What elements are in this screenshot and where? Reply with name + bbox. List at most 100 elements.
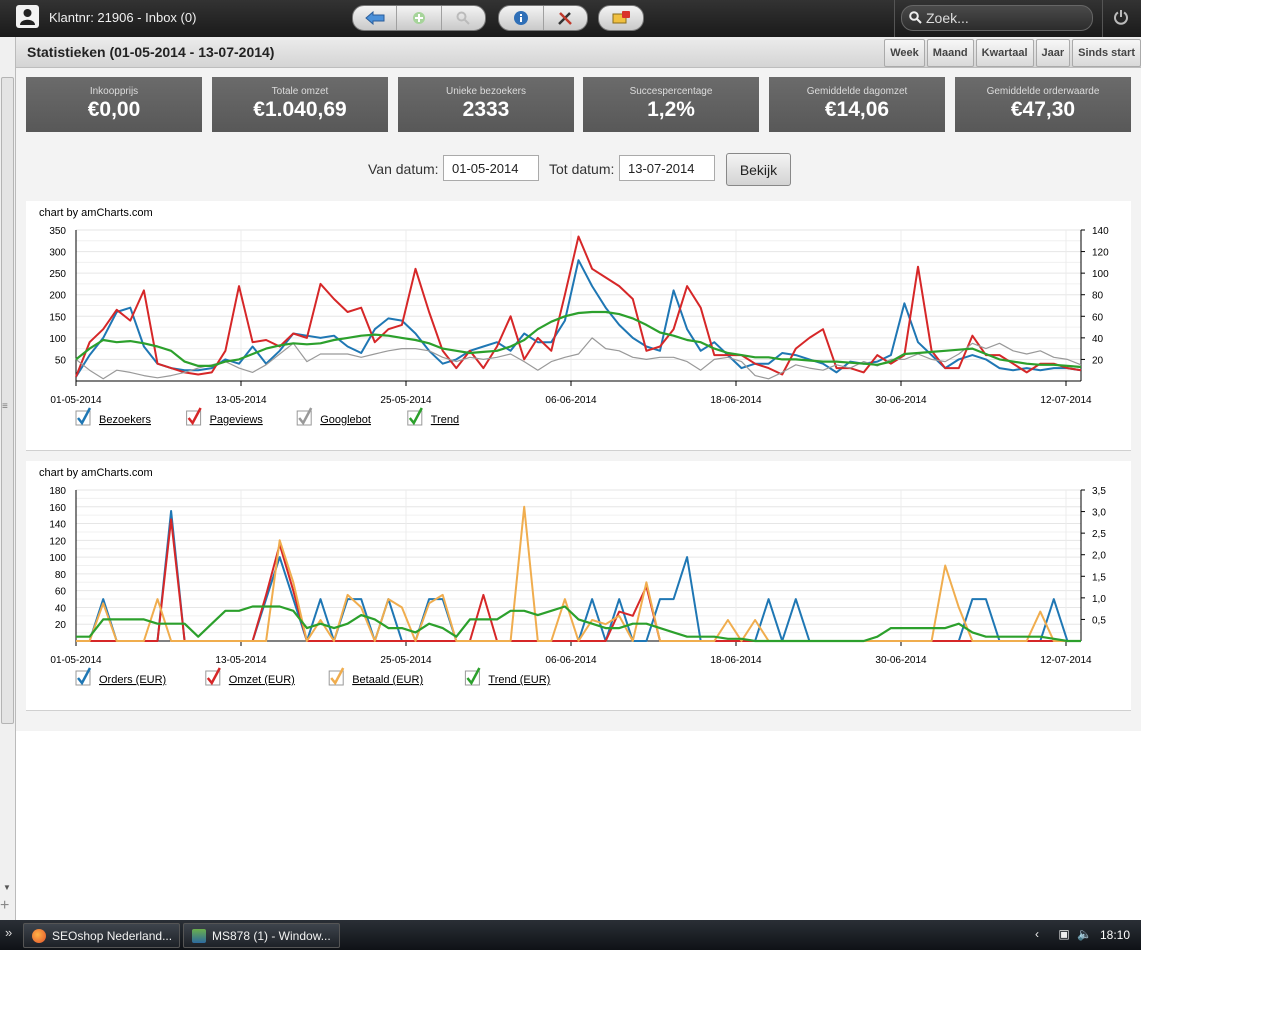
legend-item-pageviews[interactable]: Pageviews [186, 407, 264, 426]
y-left-tick-label: 20 [55, 620, 67, 631]
legend-label[interactable]: Betaald (EUR) [352, 674, 423, 686]
y-right-tick-label: 2,5 [1092, 529, 1106, 540]
checkmark-icon [408, 407, 423, 426]
legend-label[interactable]: Orders (EUR) [99, 674, 166, 686]
x-tick-label: 06-06-2014 [545, 655, 597, 666]
power-button[interactable] [1113, 9, 1129, 30]
back-button[interactable] [353, 6, 398, 30]
navigation-toolbar [352, 5, 486, 31]
firefox-icon [32, 928, 46, 943]
stat-unique-visitors: Unieke bezoekers 2333 [398, 77, 574, 132]
scroll-down-icon[interactable]: ▼ [3, 883, 11, 892]
taskbar-item-label: SEOshop Nederland... [52, 928, 173, 943]
y-right-tick-label: 3,5 [1092, 486, 1106, 497]
search-input[interactable] [926, 9, 1076, 27]
y-left-tick-label: 120 [49, 536, 66, 547]
stat-avg-order-value: Gemiddelde orderwaarde €47,30 [955, 77, 1131, 132]
legend-label[interactable]: Pageviews [210, 414, 264, 426]
stat-tiles: Inkoopprijs €0,00 Totale omzet €1.040,69… [26, 77, 1131, 132]
view-button[interactable]: Bekijk [726, 153, 791, 186]
tab-month[interactable]: Maand [926, 39, 974, 67]
stat-value: 2333 [462, 98, 510, 121]
legend-item-trend[interactable]: Trend [407, 407, 459, 426]
settings-button[interactable] [544, 6, 588, 30]
taskbar-item-firefox[interactable]: SEOshop Nederland... [23, 923, 180, 948]
legend-label[interactable]: Trend [431, 414, 459, 426]
y-left-tick-label: 350 [49, 226, 66, 237]
tools-toolbar [498, 5, 588, 31]
tab-since-start[interactable]: Sinds start [1072, 39, 1141, 67]
series-line-orders-eur [76, 510, 1081, 642]
legend-label[interactable]: Bezoekers [99, 414, 151, 426]
info-button[interactable] [499, 6, 544, 30]
legend-item-omzet-eur[interactable]: Omzet (EUR) [205, 667, 295, 686]
checkmark-icon [77, 407, 92, 426]
series-line-pageviews [75, 235, 1082, 378]
checkmark-icon [77, 667, 92, 686]
legend-item-betaald-eur[interactable]: Betaald (EUR) [328, 667, 423, 686]
y-left-tick-label: 100 [49, 334, 66, 345]
legend-label[interactable]: Trend (EUR) [488, 674, 550, 686]
x-tick-label: 06-06-2014 [545, 395, 597, 406]
tab-quarter[interactable]: Kwartaal [975, 39, 1034, 67]
legend-item-orders-eur[interactable]: Orders (EUR) [75, 667, 166, 686]
visitors-chart-svg: chart by amCharts.com 50 100 150 200 250 300 35… [39, 207, 1109, 426]
left-scrollbar[interactable]: ≡ ▼ + [0, 37, 16, 920]
tab-year[interactable]: Jaar [1035, 39, 1071, 67]
series-line-trend [75, 310, 1082, 369]
clock: 18:10 [1100, 928, 1131, 942]
statistics-panel: Statistieken (01-05-2014 - 13-07-2014) W… [16, 37, 1141, 731]
legend-item-googlebot[interactable]: Googlebot [296, 407, 371, 426]
taskbar-item-explorer[interactable]: MS878 (1) - Window... [183, 923, 340, 948]
panel-header: Statistieken (01-05-2014 - 13-07-2014) W… [16, 37, 1141, 68]
taskbar-overflow-icon[interactable]: » [5, 925, 13, 940]
user-icon[interactable] [16, 5, 39, 28]
search-button[interactable] [442, 6, 485, 30]
messages-button[interactable] [599, 6, 643, 30]
stat-label: Totale omzet [271, 86, 329, 97]
page-title: Statistieken (01-05-2014 - 13-07-2014) [27, 44, 275, 60]
to-date-input[interactable] [619, 155, 715, 181]
stat-value: €14,06 [824, 98, 890, 121]
taskbar-item-label: MS878 (1) - Window... [212, 928, 331, 943]
plus-icon[interactable]: + [0, 897, 10, 914]
browser-window: Klantnr: 21906 - Inbox (0) [0, 0, 1141, 920]
stat-value: €1.040,69 [253, 98, 347, 121]
y-left-tick-label: 50 [55, 355, 67, 366]
y-right-tick-label: 0,5 [1092, 615, 1106, 626]
tab-week[interactable]: Week [884, 39, 925, 67]
network-icon[interactable]: ▣ [1058, 927, 1070, 941]
back-arrow-icon [364, 11, 385, 25]
client-label: Klantnr: 21906 - Inbox (0) [49, 10, 197, 25]
messages-icon [612, 11, 630, 24]
stat-label: Gemiddelde dagomzet [806, 86, 908, 97]
search-icon [909, 11, 922, 24]
x-tick-label: 12-07-2014 [1040, 395, 1092, 406]
y-left-tick-label: 250 [49, 269, 66, 280]
chart-credit: chart by amCharts.com [39, 207, 153, 219]
date-filter: Van datum: Tot datum: Bekijk [16, 152, 1141, 186]
volume-icon[interactable]: 🔈 [1077, 927, 1092, 941]
period-tabs: Week Maand Kwartaal Jaar Sinds start [882, 39, 1141, 67]
checkmark-icon [187, 407, 202, 426]
top-bar: Klantnr: 21906 - Inbox (0) [0, 0, 1141, 37]
legend-item-bezoekers[interactable]: Bezoekers [75, 407, 151, 426]
legend-item-trend-eur[interactable]: Trend (EUR) [464, 667, 550, 686]
series-line-trend-eur [76, 605, 1081, 643]
y-right-tick-label: 1,5 [1092, 572, 1106, 583]
from-date-input[interactable] [443, 155, 539, 181]
stat-purchase-price: Inkoopprijs €0,00 [26, 77, 202, 132]
legend-label[interactable]: Omzet (EUR) [229, 674, 295, 686]
search-box [901, 5, 1093, 31]
x-tick-label: 01-05-2014 [50, 395, 102, 406]
y-right-tick-label: 2,0 [1092, 551, 1106, 562]
y-right-tick-label: 20 [1092, 355, 1104, 366]
stat-value: €0,00 [87, 98, 141, 121]
y-left-tick-label: 180 [49, 486, 66, 497]
y-left-tick-label: 300 [49, 248, 66, 259]
add-button[interactable] [397, 6, 442, 30]
legend-label[interactable]: Googlebot [320, 414, 371, 426]
tray-arrow-icon[interactable]: ‹ [1035, 927, 1039, 941]
scrollbar-thumb[interactable] [1, 77, 14, 724]
y-right-tick-label: 100 [1092, 269, 1109, 280]
